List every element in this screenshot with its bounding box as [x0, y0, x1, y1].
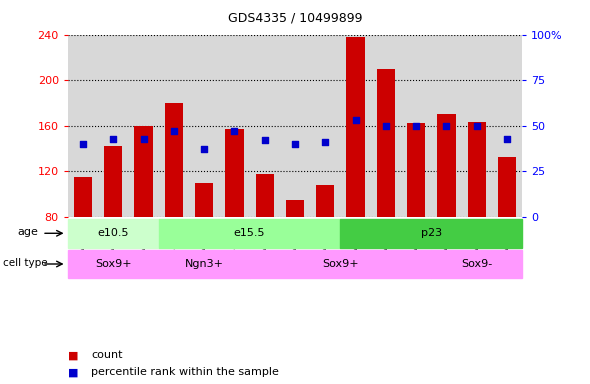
Bar: [68, 250, 159, 278]
Bar: [250, 250, 431, 278]
Text: cell type: cell type: [4, 258, 48, 268]
Text: Ngn3+: Ngn3+: [185, 259, 224, 269]
Text: GDS4335 / 10499899: GDS4335 / 10499899: [228, 12, 362, 25]
Bar: [346, 37, 365, 217]
Text: ■: ■: [68, 367, 78, 377]
Text: age: age: [17, 227, 38, 237]
Bar: [437, 114, 455, 217]
Point: [78, 141, 88, 147]
Point: [260, 137, 270, 144]
Point: [411, 123, 421, 129]
Point: [442, 123, 451, 129]
Bar: [286, 200, 304, 217]
Bar: [159, 219, 340, 248]
Bar: [407, 124, 425, 217]
Bar: [431, 250, 522, 278]
Text: e15.5: e15.5: [234, 228, 266, 238]
Bar: [135, 126, 153, 217]
Point: [472, 123, 481, 129]
Point: [351, 117, 360, 123]
Bar: [340, 219, 522, 248]
Text: Sox9-: Sox9-: [461, 259, 492, 269]
Bar: [468, 122, 486, 217]
Bar: [104, 146, 122, 217]
Bar: [159, 250, 250, 278]
Text: p23: p23: [421, 228, 442, 238]
Text: ■: ■: [68, 350, 78, 360]
Point: [320, 139, 330, 145]
Text: Sox9+: Sox9+: [322, 259, 359, 269]
Bar: [68, 219, 159, 248]
Bar: [225, 129, 244, 217]
Bar: [316, 185, 335, 217]
Bar: [255, 174, 274, 217]
Bar: [165, 103, 183, 217]
Bar: [195, 183, 213, 217]
Text: count: count: [91, 350, 123, 360]
Text: percentile rank within the sample: percentile rank within the sample: [91, 367, 279, 377]
Point: [169, 128, 179, 134]
Point: [290, 141, 300, 147]
Point: [230, 128, 239, 134]
Bar: [498, 157, 516, 217]
Point: [381, 123, 391, 129]
Point: [199, 146, 209, 152]
Bar: [74, 177, 92, 217]
Bar: [377, 69, 395, 217]
Text: e10.5: e10.5: [97, 228, 129, 238]
Point: [502, 136, 512, 142]
Text: Sox9+: Sox9+: [95, 259, 132, 269]
Point: [109, 136, 118, 142]
Point: [139, 136, 148, 142]
